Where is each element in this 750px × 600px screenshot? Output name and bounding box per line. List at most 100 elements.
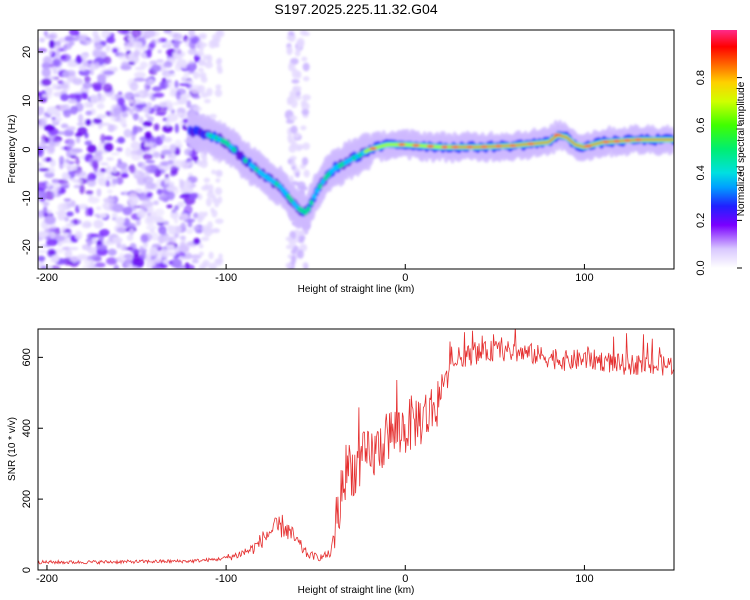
noise-blob [170, 165, 179, 175]
noise-blob [80, 92, 88, 100]
noise-blob [89, 233, 101, 238]
noise-blob [150, 64, 162, 72]
noise-blob [129, 248, 141, 254]
noise-blob [112, 203, 124, 213]
noise-blob [169, 143, 177, 153]
noise-blob [179, 83, 190, 87]
noise-blob [289, 90, 295, 99]
noise-blob [102, 70, 115, 76]
noise-blob [177, 201, 185, 208]
noise-blob [181, 93, 191, 99]
noise-blob [77, 126, 88, 136]
noise-blob [99, 168, 107, 173]
noise-blob [210, 207, 215, 214]
noise-blob [62, 44, 67, 52]
noise-blob [214, 89, 223, 98]
noise-blob [87, 241, 92, 247]
noise-blob [142, 106, 149, 114]
noise-blob [214, 258, 224, 264]
noise-blob [200, 236, 210, 242]
noise-blob [142, 121, 153, 127]
noise-blob [174, 47, 182, 55]
noise-blob [215, 30, 225, 38]
noise-blob [193, 212, 199, 219]
noise-blob [139, 245, 145, 254]
noise-blob [117, 158, 122, 164]
noise-blob [104, 135, 114, 141]
noise-blob [38, 124, 45, 130]
noise-blob [68, 160, 75, 165]
noise-blob [174, 204, 180, 211]
noise-blob [146, 49, 152, 58]
noise-blob [129, 108, 134, 115]
noise-blob [67, 61, 79, 68]
noise-blob [186, 100, 192, 109]
noise-blob [38, 168, 50, 172]
ridge-inner [317, 183, 323, 190]
noise-blob [100, 133, 106, 144]
noise-blob [139, 61, 148, 69]
noise-blob [167, 103, 173, 112]
noise-blob [176, 112, 183, 116]
noise-blob [297, 249, 304, 259]
noise-blob [146, 212, 152, 217]
noise-blob [296, 37, 305, 48]
colorbar-tick-label: 0.4 [695, 165, 707, 180]
noise-blob [154, 136, 161, 144]
noise-blob [147, 141, 154, 148]
noise-blob [197, 159, 203, 167]
noise-blob [206, 190, 215, 199]
noise-blob [116, 162, 128, 169]
noise-blob [134, 171, 140, 176]
noise-blob [170, 258, 182, 268]
noise-blob [75, 156, 80, 166]
noise-blob [69, 151, 78, 155]
noise-blob [95, 206, 102, 211]
noise-blob [188, 193, 199, 200]
noise-blob [112, 107, 123, 115]
noise-blob [49, 265, 61, 269]
noise-blob [200, 92, 209, 98]
noise-blob [123, 217, 131, 228]
noise-blob [300, 125, 307, 131]
noise-blob [93, 219, 104, 229]
snr-y-tick-label: 400 [21, 419, 33, 437]
noise-blob [133, 77, 146, 82]
noise-blob [68, 246, 79, 251]
noise-blob [162, 259, 170, 264]
spectrogram-y-tick-label: 20 [21, 46, 33, 58]
noise-blob [105, 179, 111, 187]
noise-blob [38, 191, 46, 198]
ridge-hotspot-center [370, 147, 376, 150]
noise-blob [99, 228, 110, 237]
noise-blob [69, 105, 78, 115]
snr-x-tick-label: 100 [575, 573, 593, 585]
noise-blob [66, 126, 76, 131]
noise-blob [296, 70, 302, 79]
noise-blob [46, 238, 58, 247]
noise-blob [198, 251, 204, 257]
noise-blob [120, 243, 127, 251]
noise-blob [290, 160, 296, 167]
noise-blob [72, 77, 84, 86]
noise-blob [163, 41, 170, 48]
noise-blob [54, 248, 65, 254]
noise-blob [47, 145, 55, 154]
noise-blob [105, 257, 118, 265]
noise-blob [145, 160, 156, 164]
noise-blob [66, 211, 74, 217]
noise-blob [192, 106, 203, 113]
noise-blob [208, 262, 217, 269]
noise-blob [302, 142, 311, 150]
noise-blob [101, 30, 111, 39]
noise-blob [75, 31, 81, 37]
noise-blob [43, 124, 56, 132]
noise-blob [79, 184, 85, 195]
noise-blob [66, 144, 74, 151]
noise-blob [100, 162, 109, 166]
noise-blob [174, 247, 180, 253]
noise-blob [73, 218, 78, 226]
noise-blob [288, 115, 298, 121]
noise-blob [199, 34, 207, 40]
